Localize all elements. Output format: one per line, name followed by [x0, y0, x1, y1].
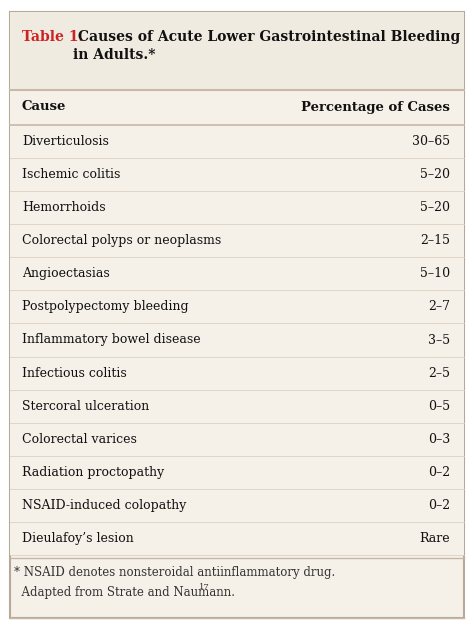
- Text: Dieulafoy’s lesion: Dieulafoy’s lesion: [22, 532, 134, 545]
- Bar: [10, 12, 464, 90]
- Bar: [10, 389, 464, 423]
- Text: 2–7: 2–7: [428, 301, 450, 313]
- Text: 3–5: 3–5: [428, 333, 450, 347]
- Text: Diverticulosis: Diverticulosis: [22, 135, 109, 148]
- Bar: [10, 455, 464, 489]
- Bar: [10, 522, 464, 555]
- Bar: [10, 125, 464, 158]
- Text: 30–65: 30–65: [412, 135, 450, 148]
- Bar: [10, 90, 464, 125]
- Text: 0–2: 0–2: [428, 466, 450, 479]
- Text: 0–2: 0–2: [428, 499, 450, 512]
- Text: Adapted from Strate and Naumann.: Adapted from Strate and Naumann.: [14, 586, 235, 599]
- Text: Hemorrhoids: Hemorrhoids: [22, 201, 106, 214]
- Text: Causes of Acute Lower Gastrointestinal Bleeding
in Adults.*: Causes of Acute Lower Gastrointestinal B…: [73, 30, 460, 62]
- Text: 0–3: 0–3: [428, 433, 450, 446]
- Text: Radiation proctopathy: Radiation proctopathy: [22, 466, 164, 479]
- Bar: [10, 323, 464, 357]
- Text: * NSAID denotes nonsteroidal antiinflammatory drug.: * NSAID denotes nonsteroidal antiinflamm…: [14, 566, 335, 579]
- Text: 2–15: 2–15: [420, 234, 450, 247]
- Bar: [10, 158, 464, 191]
- Text: 0–5: 0–5: [428, 399, 450, 413]
- Text: Inflammatory bowel disease: Inflammatory bowel disease: [22, 333, 201, 347]
- Text: Angioectasias: Angioectasias: [22, 267, 110, 280]
- Bar: [10, 191, 464, 224]
- Bar: [10, 423, 464, 455]
- Text: Rare: Rare: [419, 532, 450, 545]
- Bar: [10, 489, 464, 522]
- Text: Percentage of Cases: Percentage of Cases: [301, 101, 450, 113]
- Text: 5–10: 5–10: [420, 267, 450, 280]
- Text: Colorectal varices: Colorectal varices: [22, 433, 137, 446]
- Bar: [10, 290, 464, 323]
- Text: Postpolypectomy bleeding: Postpolypectomy bleeding: [22, 301, 189, 313]
- Text: Colorectal polyps or neoplasms: Colorectal polyps or neoplasms: [22, 234, 221, 247]
- Text: 2–5: 2–5: [428, 367, 450, 380]
- Bar: [10, 224, 464, 257]
- Text: Cause: Cause: [22, 101, 66, 113]
- Bar: [10, 357, 464, 389]
- Text: Table 1.: Table 1.: [22, 30, 83, 44]
- Text: NSAID-induced colopathy: NSAID-induced colopathy: [22, 499, 186, 512]
- Text: 17: 17: [199, 583, 210, 591]
- Bar: [10, 257, 464, 290]
- Text: Stercoral ulceration: Stercoral ulceration: [22, 399, 149, 413]
- Text: 5–20: 5–20: [420, 201, 450, 214]
- Text: 5–20: 5–20: [420, 168, 450, 181]
- Text: Ischemic colitis: Ischemic colitis: [22, 168, 120, 181]
- Text: Infectious colitis: Infectious colitis: [22, 367, 127, 380]
